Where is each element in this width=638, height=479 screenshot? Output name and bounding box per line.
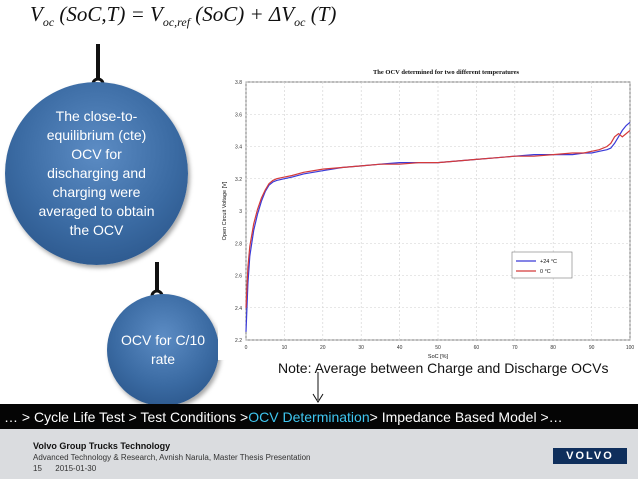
x-tick-label: 30 (358, 345, 364, 351)
x-axis-label: SoC [%] (428, 354, 449, 360)
volvo-logo: VOLVO (553, 448, 627, 464)
cte-ocv-bubble: The close-to-equilibrium (cte) OCV for d… (5, 82, 188, 265)
note-arrow-head (312, 393, 324, 403)
y-tick-label: 3.4 (235, 145, 242, 151)
legend-label-0: +24 °C (540, 259, 557, 265)
ocv-equation: Voc (SoC,T) = Voc,ref (SoC) + ΔVoc (T) (30, 2, 337, 30)
y-tick-label: 3.8 (235, 80, 242, 86)
footer (0, 429, 638, 479)
y-tick-label: 3.6 (235, 112, 242, 118)
chart-title: The OCV determined for two different tem… (373, 69, 520, 76)
breadcrumb-current: OCV Determination (248, 408, 370, 425)
footer-date: 2015-01-30 (55, 464, 97, 473)
c10-rate-bubble: OCV for C/10 rate (107, 294, 219, 406)
x-tick-label: 90 (589, 345, 595, 351)
y-axis-label: Open Circuit Voltage [V] (222, 181, 228, 240)
legend-box (511, 251, 573, 279)
y-tick-label: 2.2 (235, 338, 242, 344)
page-number: 15 (33, 464, 42, 473)
y-tick-label: 3.2 (235, 177, 242, 183)
y-tick-label: 2.4 (235, 306, 242, 312)
legend-label-1: 0 °C (540, 269, 551, 275)
series-line-1 (245, 129, 631, 308)
x-tick-label: 20 (320, 345, 326, 351)
y-tick-label: 3 (239, 209, 242, 215)
ocv-chart: 0 10 20 30 40 50 60 70 80 90 100 2.2 2.4 2.6 2.8 3 3.2 3.… (218, 64, 638, 360)
x-tick-label: 10 (282, 345, 288, 351)
x-tick-label: 40 (397, 345, 403, 351)
x-tick-label: 100 (626, 345, 635, 351)
breadcrumb: … > Cycle Life Test > Test Conditions > … (0, 404, 638, 429)
x-tick-label: 80 (550, 345, 556, 351)
footer-page-date: 15 2015-01-30 (33, 464, 96, 473)
x-tick-label: 0 (245, 345, 248, 351)
y-tick-label: 2.8 (235, 241, 242, 247)
x-tick-label: 70 (512, 345, 518, 351)
y-tick-label: 2.6 (235, 274, 242, 280)
x-tick-label: 50 (435, 345, 441, 351)
breadcrumb-prefix: … > Cycle Life Test > Test Conditions > (4, 408, 249, 425)
footer-subtitle: Advanced Technology & Research, Avnish N… (33, 453, 311, 462)
breadcrumb-suffix: > Impedance Based Model >… (369, 408, 563, 425)
chart-note: Note: Average between Charge and Dischar… (278, 360, 609, 376)
footer-org: Volvo Group Trucks Technology (33, 441, 171, 451)
x-tick-label: 60 (474, 345, 480, 351)
